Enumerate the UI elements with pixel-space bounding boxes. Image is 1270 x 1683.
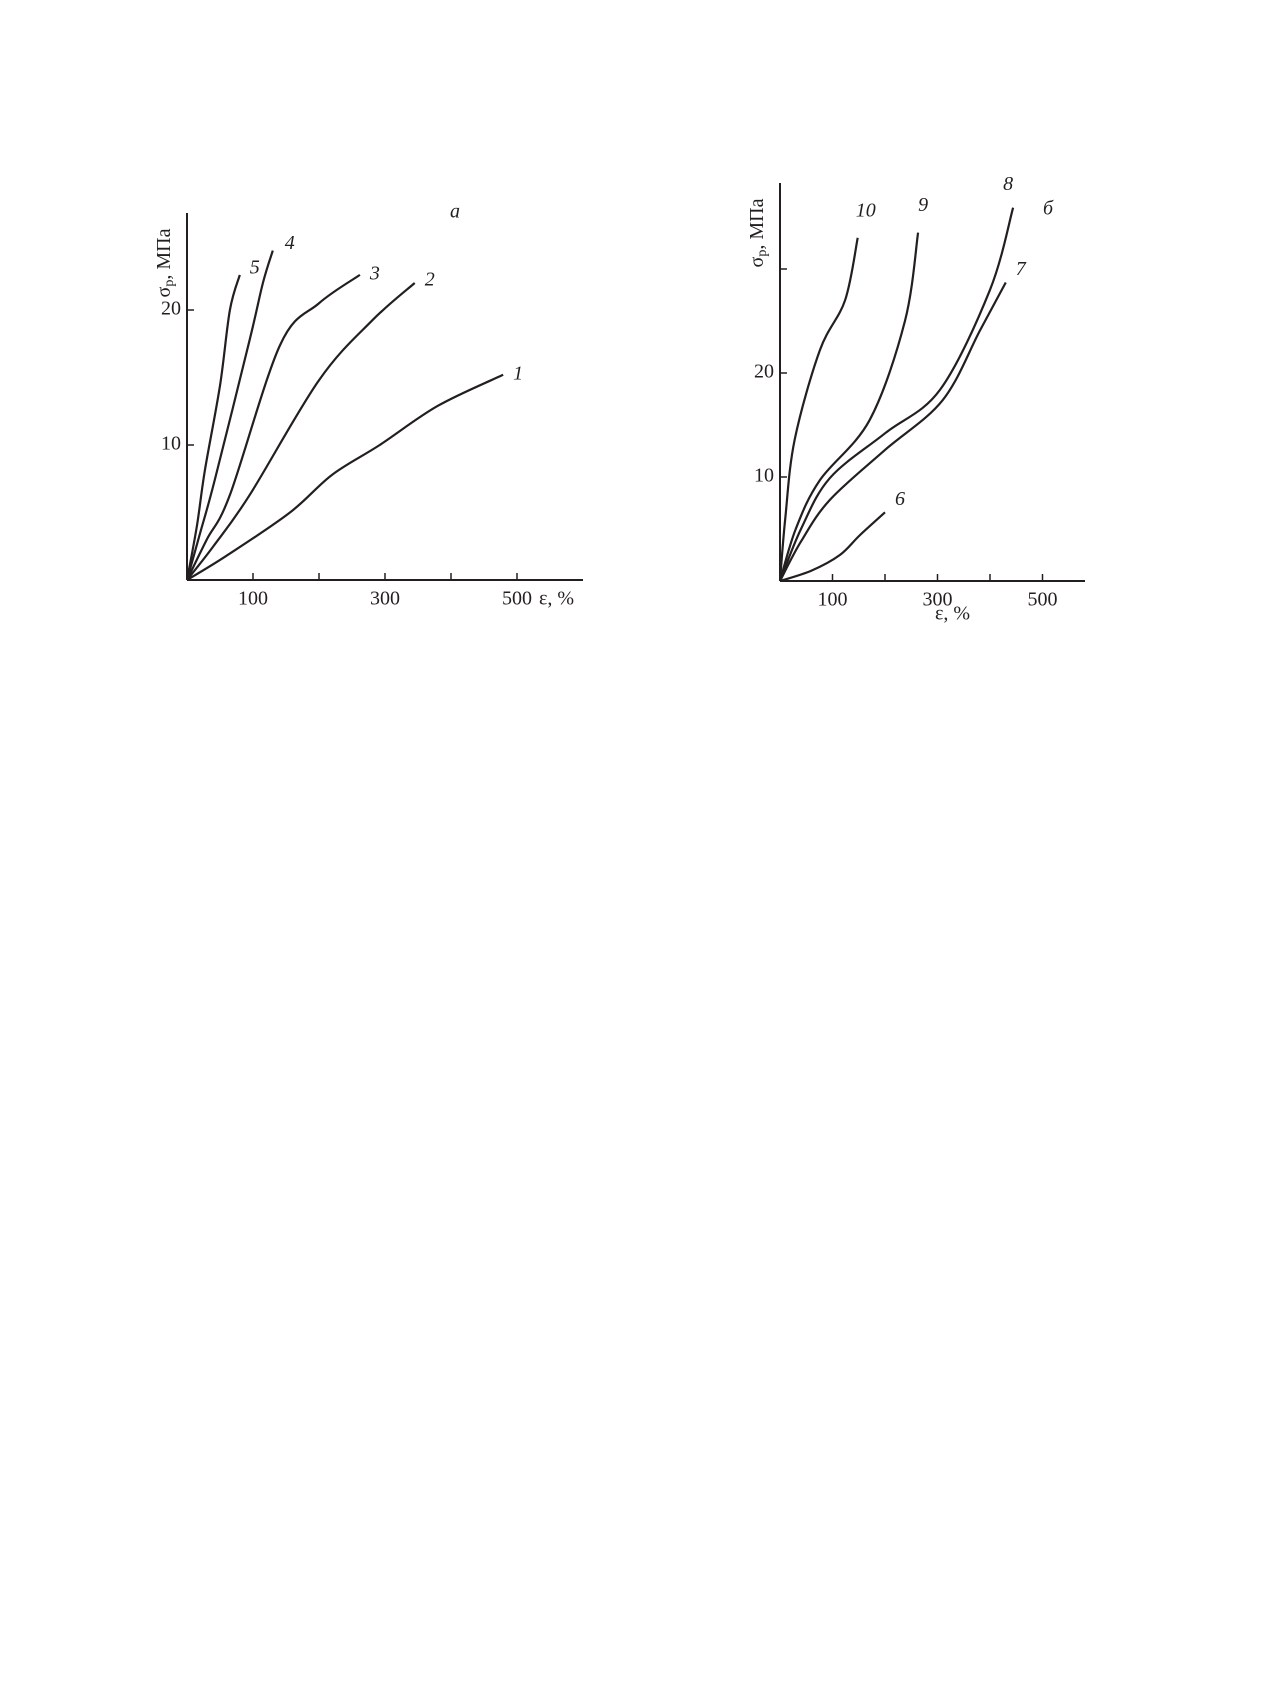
curve (778, 207, 1015, 582)
x-axis-label: ε, % (935, 603, 970, 625)
curve-label: 9 (918, 194, 928, 216)
x-tick-label: 100 (818, 589, 848, 611)
y-tick-label: 20 (161, 298, 181, 320)
curve (779, 281, 1007, 582)
curve-label: 5 (250, 256, 260, 278)
x-tick-label: 100 (238, 588, 268, 610)
y-label-unit: , МПа (153, 228, 175, 279)
curve-label: 4 (285, 232, 295, 254)
y-tick-label: 20 (754, 361, 774, 383)
y-tick-label: 10 (161, 433, 181, 455)
panel-label: а (450, 201, 460, 223)
curve (186, 273, 361, 581)
x-tick-label: 300 (923, 589, 953, 611)
curve (186, 282, 416, 581)
y-axis-label: σp, МПа (153, 228, 178, 297)
panel-label: б (1043, 198, 1054, 220)
curve (778, 237, 859, 582)
x-tick-label: 500 (1028, 589, 1058, 611)
curve (778, 232, 920, 582)
curve-label: 10 (856, 199, 876, 221)
curve (779, 511, 886, 583)
curve (185, 274, 241, 581)
x-tick-label: 500 (502, 588, 532, 610)
y-tick-label: 10 (754, 465, 774, 487)
curve-label: 3 (369, 262, 380, 284)
y-label-unit: , МПа (746, 198, 768, 249)
y-axis-label: σp, МПа (746, 198, 771, 267)
curve-label: 2 (425, 269, 435, 291)
curve (185, 250, 274, 581)
x-tick-label: 300 (370, 588, 400, 610)
x-axis-label: ε, % (539, 588, 574, 610)
y-label-subscript: p (162, 280, 177, 287)
curve-label: 6 (895, 488, 905, 510)
curve-label: 7 (1016, 258, 1027, 280)
y-label-subscript: p (755, 250, 770, 257)
curve-label: 1 (513, 362, 523, 384)
curve-label: 8 (1003, 173, 1013, 195)
y-label-symbol: σ (153, 286, 175, 297)
y-label-symbol: σ (746, 256, 768, 267)
curve (186, 373, 504, 581)
